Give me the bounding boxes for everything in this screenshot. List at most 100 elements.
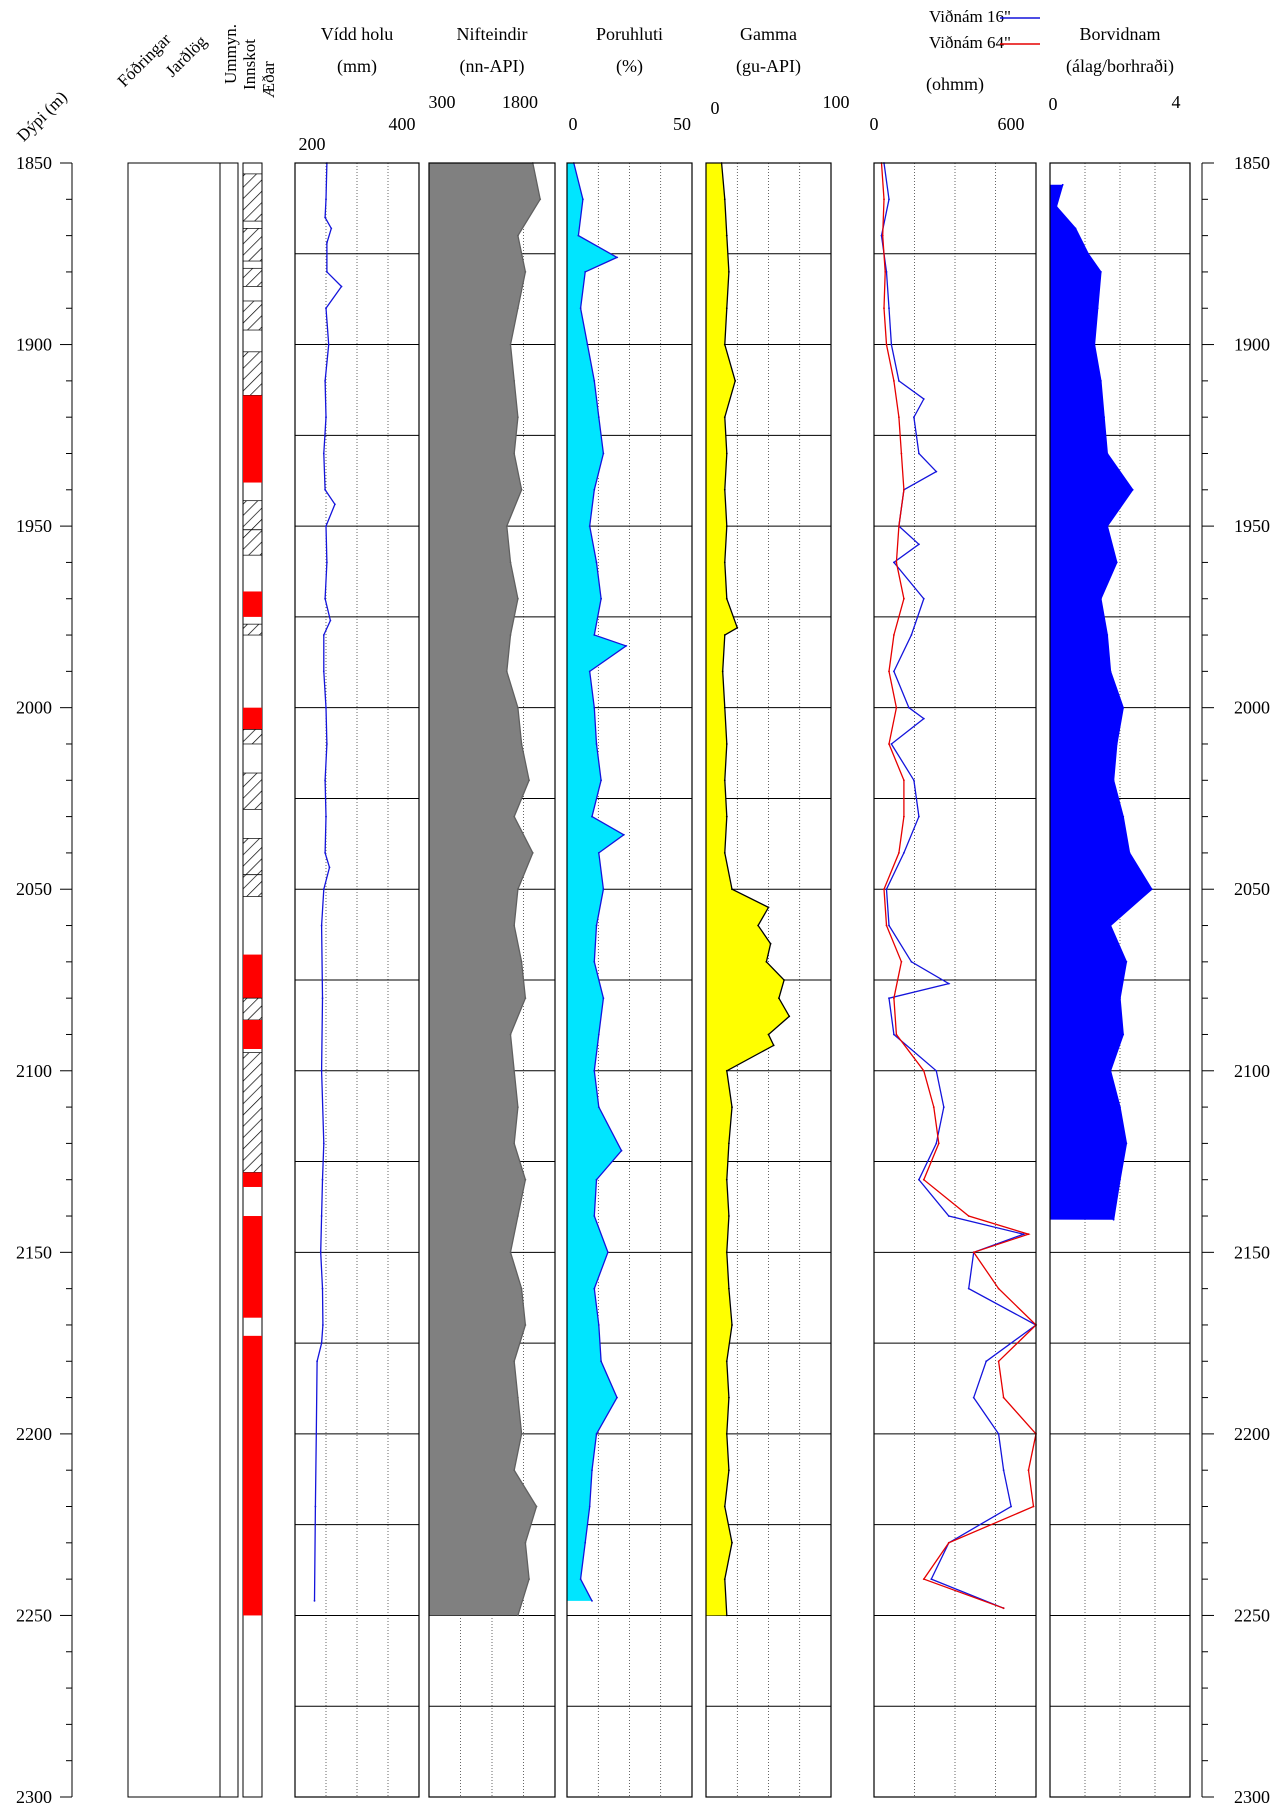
- data-point-neutron: [520, 488, 523, 491]
- data-point-rop: [1115, 561, 1118, 564]
- depth-tick-label-left: 1850: [16, 153, 52, 173]
- series-fill-rop: [1050, 184, 1152, 1220]
- data-point-resistivity: [972, 1251, 975, 1254]
- data-point-caliper: [322, 634, 325, 636]
- data-point-neutron: [520, 960, 523, 963]
- intrusion-interval: [243, 1335, 262, 1616]
- fodringar-jardlog-column: [127, 162, 221, 1798]
- data-point-resistivity: [893, 561, 895, 564]
- data-point-porosity: [616, 256, 618, 259]
- data-point-rop: [1093, 343, 1096, 346]
- track-tick-label-rop: 4: [1172, 92, 1181, 112]
- data-point-caliper: [320, 1069, 323, 1072]
- data-point-resistivity: [918, 452, 920, 455]
- data-point-gamma: [723, 198, 726, 201]
- intrusion-interval: [243, 395, 262, 483]
- data-point-porosity: [600, 779, 602, 782]
- data-point-neutron: [505, 670, 508, 673]
- data-point-rop: [1106, 634, 1109, 636]
- data-point-caliper: [326, 561, 328, 564]
- data-point-porosity: [577, 234, 580, 237]
- track-frame-caliper: [294, 162, 420, 1798]
- data-point-gamma: [725, 743, 728, 745]
- track-tick-label-porosity: 50: [673, 114, 691, 134]
- data-point-resistivity: [885, 888, 888, 891]
- track-title-porosity: Poruhluti: [596, 24, 663, 44]
- data-point-gamma: [723, 1578, 726, 1580]
- data-point-porosity: [593, 960, 596, 963]
- data-point-porosity: [579, 307, 582, 310]
- data-point-caliper: [325, 706, 327, 709]
- depth-tick-label-right: 2000: [1234, 698, 1270, 718]
- data-point-porosity: [595, 561, 598, 564]
- intrusion-interval: [243, 954, 262, 999]
- track-caliper: [294, 162, 420, 1798]
- data-point-porosity: [582, 198, 584, 201]
- data-point-resistivity: [898, 852, 900, 854]
- data-point-resistivity: [930, 1578, 933, 1580]
- data-point-porosity: [584, 271, 587, 273]
- data-point-gamma: [725, 1614, 728, 1617]
- data-point-rop: [1122, 815, 1125, 818]
- data-point-porosity: [602, 888, 605, 891]
- data-point-gamma: [725, 525, 728, 527]
- data-point-rop: [1119, 1178, 1121, 1181]
- data-point-caliper: [326, 743, 328, 745]
- track-tick-label-caliper: 200: [299, 134, 326, 154]
- data-point-gamma: [721, 670, 724, 673]
- data-point-rop: [1122, 1033, 1125, 1036]
- data-point-caliper: [340, 285, 343, 288]
- data-point-gamma: [728, 1287, 730, 1290]
- data-point-neutron: [517, 1396, 519, 1399]
- data-point-caliper: [316, 1360, 318, 1363]
- data-point-neutron: [517, 1106, 519, 1108]
- data-point-resistivity: [972, 1396, 975, 1399]
- data-point-porosity: [588, 525, 591, 527]
- data-point-caliper: [324, 852, 326, 854]
- data-point-rop: [1128, 852, 1131, 854]
- data-point-porosity: [597, 1033, 600, 1036]
- data-point-porosity: [593, 380, 596, 382]
- data-point-gamma: [723, 343, 726, 346]
- data-point-neutron: [517, 706, 519, 709]
- data-point-porosity: [622, 833, 625, 836]
- depth-tick-label-left: 2300: [16, 1787, 52, 1807]
- data-point-gamma: [723, 416, 726, 419]
- track-tick-label-neutron: 300: [429, 92, 456, 112]
- data-point-neutron: [505, 525, 508, 527]
- series-line-resistivity-0: [880, 162, 1038, 1609]
- data-point-porosity: [616, 1396, 618, 1399]
- data-point-caliper: [324, 216, 326, 219]
- data-point-gamma: [788, 1015, 791, 1018]
- track-title-neutron: Nifteindir: [457, 24, 528, 44]
- data-point-resistivity: [908, 706, 910, 709]
- data-point-resistivity: [900, 960, 903, 963]
- hatched-interval: [242, 351, 263, 396]
- track-unit-rop: (álag/borhraði): [1066, 56, 1174, 77]
- track-tick-label-neutron: 1800: [502, 92, 538, 112]
- data-point-neutron: [520, 743, 523, 745]
- data-point-resistivity: [898, 525, 900, 527]
- data-point-resistivity: [885, 924, 888, 927]
- data-point-resistivity: [935, 470, 938, 473]
- data-point-resistivity: [947, 982, 950, 985]
- data-point-resistivity: [985, 1360, 988, 1363]
- data-point-rop: [1119, 997, 1121, 1000]
- data-point-gamma: [728, 1396, 730, 1399]
- legend-label: Viðnám 64": [929, 33, 1011, 52]
- data-point-rop: [1103, 416, 1105, 419]
- data-point-resistivity: [935, 1069, 938, 1072]
- data-point-gamma: [765, 960, 768, 963]
- data-point-rop: [1115, 743, 1118, 745]
- data-point-resistivity: [893, 1033, 895, 1036]
- data-point-resistivity: [918, 1178, 920, 1181]
- series-fill-neutron: [429, 163, 541, 1616]
- data-point-neutron: [531, 852, 534, 854]
- data-point-caliper: [320, 1342, 323, 1344]
- data-point-resistivity: [888, 198, 890, 201]
- data-point-resistivity: [913, 416, 915, 419]
- data-point-neutron: [528, 779, 530, 782]
- track-tick-label-porosity: 0: [569, 114, 578, 134]
- data-point-neutron: [517, 1614, 519, 1617]
- depth-tick-label-left: 2050: [16, 879, 52, 899]
